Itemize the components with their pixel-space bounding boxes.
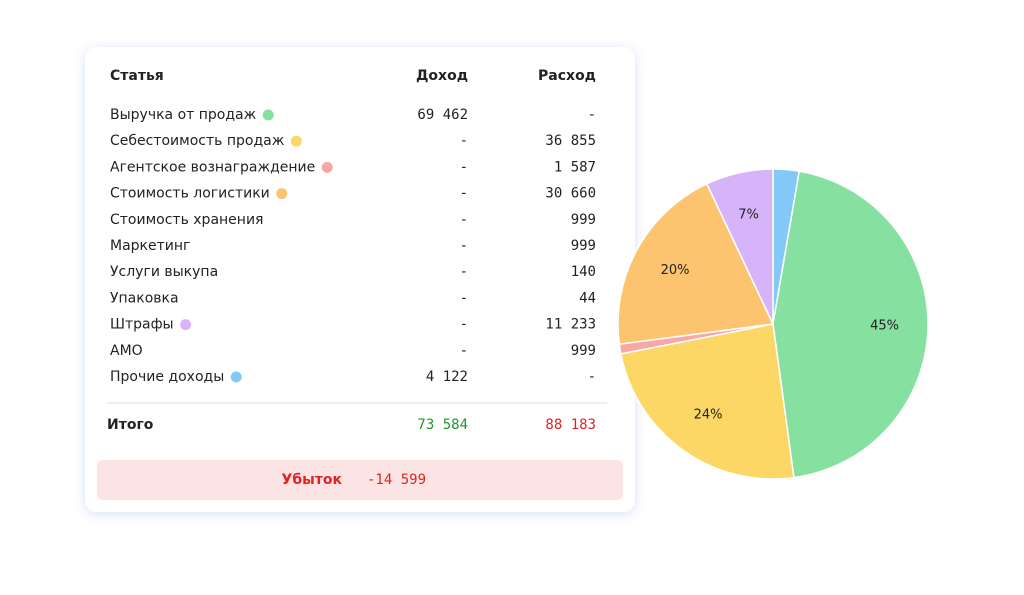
slice-label: 45%	[870, 318, 899, 333]
income-cell: 4 122	[426, 369, 468, 385]
header-cell: Расход	[538, 68, 596, 84]
row-label: Маркетинг	[110, 238, 190, 254]
expense-cell: -	[588, 369, 596, 385]
expense-cell: -	[588, 107, 596, 123]
header-cell: Доход	[416, 68, 468, 84]
result-box	[97, 460, 623, 500]
legend-dot	[262, 109, 274, 121]
pie-chart: 45% 24% 20% 7%	[617, 168, 929, 480]
expense-cell: 44	[579, 290, 596, 306]
header-cell: Статья	[110, 68, 164, 84]
income-cell: -	[460, 290, 468, 306]
table: Статья Доход Расход Выручка от продаж 69 462…	[107, 68, 596, 488]
expense-cell: 140	[571, 264, 596, 280]
pie-slice	[705, 168, 774, 325]
expense-cell: 36 855	[545, 133, 596, 149]
total-label: Итого	[107, 417, 154, 433]
expense-cell: 999	[571, 212, 596, 228]
total-expense: 88 183	[545, 417, 596, 433]
legend-dot	[290, 135, 302, 147]
row-label: Себестоимость продаж	[110, 133, 285, 149]
legend-dot	[276, 188, 288, 200]
result-label: Убыток	[282, 472, 343, 488]
total-income: 73 584	[417, 417, 468, 433]
income-cell: -	[460, 264, 468, 280]
row-label: Выручка от продаж	[110, 107, 257, 123]
row-label: Услуги выкупа	[110, 264, 218, 280]
income-cell: -	[460, 317, 468, 333]
expense-cell: 999	[571, 238, 596, 254]
row-label: Стоимость логистики	[110, 186, 270, 202]
income-cell: -	[460, 186, 468, 202]
slice-label: 24%	[694, 407, 723, 422]
row-label: Прочие доходы	[110, 369, 224, 385]
income-cell: -	[460, 133, 468, 149]
pie-slice	[617, 182, 775, 346]
row-label: Штрафы	[110, 317, 174, 333]
row-label: Упаковка	[110, 290, 179, 306]
income-cell: -	[460, 238, 468, 254]
card	[85, 47, 635, 512]
expense-cell: 1 587	[554, 159, 596, 175]
legend-dot	[230, 371, 242, 383]
slice-label: 20%	[661, 263, 690, 278]
result-value: -14 599	[367, 472, 426, 488]
row-label: Стоимость хранения	[110, 212, 263, 228]
slice-label: 7%	[738, 208, 759, 223]
expense-cell: 999	[571, 343, 596, 359]
legend-dot	[321, 161, 333, 173]
pie-slice	[772, 170, 929, 479]
income-cell: -	[460, 159, 468, 175]
pie-slice	[620, 323, 795, 480]
expense-cell: 30 660	[545, 186, 596, 202]
income-cell: 69 462	[417, 107, 468, 123]
expense-cell: 11 233	[545, 317, 596, 333]
row-label: АМО	[110, 343, 143, 359]
row-label: Агентское вознаграждение	[110, 159, 315, 175]
income-cell: -	[460, 212, 468, 228]
legend-dot	[180, 319, 192, 331]
income-cell: -	[460, 343, 468, 359]
